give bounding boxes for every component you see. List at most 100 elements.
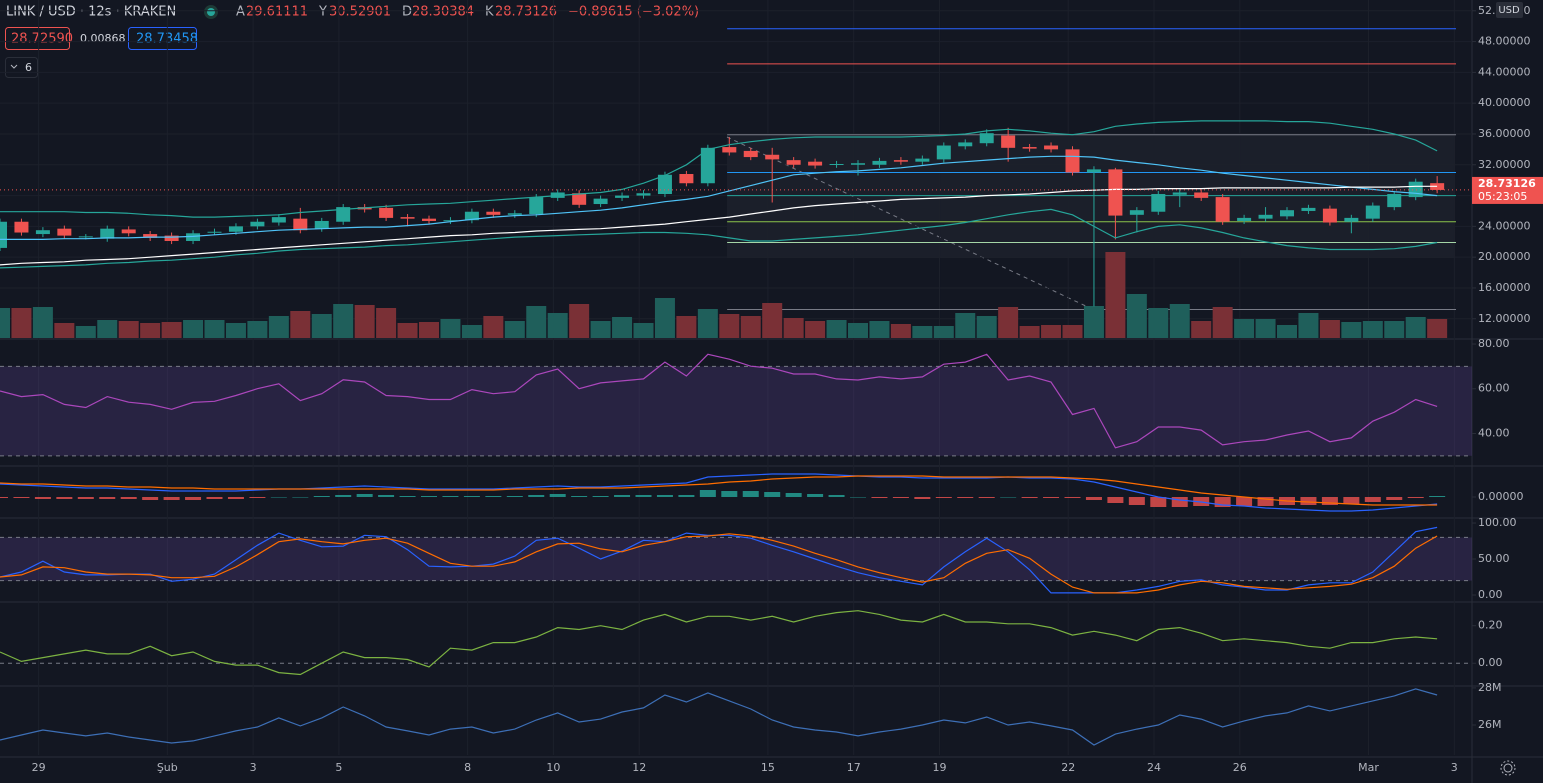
x-tick-label: 12 <box>632 761 646 774</box>
candle-body <box>593 198 608 205</box>
candle-body <box>743 150 758 158</box>
ohlc: A 29.61111 Y 30.52901 D 28.30384 K 28.73126 <box>236 5 557 20</box>
volume-bar <box>826 320 847 338</box>
histogram-bar <box>206 497 223 499</box>
candle-body <box>979 133 994 144</box>
ohlc-key: A <box>236 5 245 20</box>
volume-bar <box>654 298 675 338</box>
volume-bar <box>547 313 568 338</box>
volume-bar <box>869 321 890 338</box>
histogram-bar <box>742 491 759 497</box>
volume-bar <box>311 314 332 338</box>
bid-box[interactable] <box>5 27 70 50</box>
volume-bar <box>397 323 418 338</box>
y-tick-label: 16.00000 <box>1478 281 1531 294</box>
candle-body <box>808 161 823 166</box>
indicators-count: 6 <box>25 61 32 74</box>
candle-body <box>100 228 115 239</box>
candle-body <box>722 147 737 153</box>
status-dot[interactable] <box>207 8 215 16</box>
volume-bar <box>140 323 161 338</box>
series-line <box>0 688 1438 746</box>
histogram-bar <box>34 497 51 499</box>
volume-bar <box>1041 325 1062 338</box>
x-tick-label: 10 <box>546 761 560 774</box>
histogram-bar <box>77 497 94 499</box>
x-tick-label: 8 <box>464 761 471 774</box>
histogram-bar <box>227 497 244 499</box>
histogram-bar <box>1021 497 1038 498</box>
candle-body <box>829 163 844 165</box>
volume-bar <box>676 316 697 338</box>
y-tick-label: 0.00 <box>1478 656 1503 669</box>
volume-bar <box>955 313 976 338</box>
volume-bar <box>1427 319 1448 338</box>
histogram-bar <box>421 496 437 497</box>
histogram-bar <box>592 496 609 497</box>
volume-bar <box>612 317 633 338</box>
currency-box[interactable] <box>1496 2 1523 18</box>
histogram-bar <box>978 497 995 498</box>
volume-bar <box>1019 326 1040 338</box>
candle-body <box>1280 210 1294 217</box>
x-tick-label: 19 <box>933 761 947 774</box>
candle-body <box>572 193 587 205</box>
candle-body <box>1258 214 1273 219</box>
ask-box[interactable] <box>128 27 197 50</box>
y-tick-label: 50.00 <box>1478 552 1510 565</box>
y-tick-label: 40.00000 <box>1478 96 1531 109</box>
x-tick-label: 15 <box>761 761 775 774</box>
volume-bar <box>805 321 826 338</box>
y-tick-label: 0.00 <box>1478 588 1503 601</box>
settings-icon[interactable] <box>1500 760 1516 776</box>
candle-body <box>1086 169 1101 173</box>
candle-body <box>228 226 243 232</box>
volume-bar <box>1405 317 1426 338</box>
level-band <box>0 537 1472 581</box>
candle-body <box>615 195 630 198</box>
volume-bar <box>118 321 139 338</box>
candle-body <box>765 154 780 160</box>
histogram-bar <box>99 497 116 499</box>
y-tick-label: 60.00 <box>1478 382 1510 395</box>
volume-bar <box>526 306 547 338</box>
ohlc-key: Y <box>318 5 327 20</box>
histogram-bar <box>292 497 309 498</box>
histogram-bar <box>356 494 373 497</box>
candle-body <box>379 207 394 218</box>
ohlc-value: 30.52901 <box>329 5 391 20</box>
histogram-bar <box>785 493 802 497</box>
candle-body <box>486 211 501 215</box>
x-tick-label: Mar <box>1358 761 1379 774</box>
volume-bar <box>225 323 246 338</box>
histogram-bar <box>571 496 588 497</box>
volume-bar <box>762 303 783 338</box>
candle-body <box>14 221 29 233</box>
histogram-bar <box>1236 497 1253 506</box>
y-tick-label: 26M <box>1478 718 1502 731</box>
histogram-bar <box>850 497 866 498</box>
y-tick-label: 40.00 <box>1478 426 1510 439</box>
x-tick-label: 29 <box>32 761 46 774</box>
ohlc-key: D <box>402 5 412 20</box>
indicators-toggle[interactable] <box>5 57 38 78</box>
volume-bar <box>1234 319 1255 338</box>
histogram-bar <box>549 494 566 497</box>
histogram-bar <box>1407 497 1424 498</box>
candle-body <box>293 218 308 231</box>
candle-body <box>400 217 415 219</box>
candle-body <box>958 142 973 147</box>
candle-body <box>143 234 158 238</box>
volume-bar <box>1277 325 1297 338</box>
bid: 28.72590 <box>11 32 73 47</box>
volume-bar <box>1169 304 1190 338</box>
last-price: 28.73126 <box>1478 177 1536 190</box>
volume-bar <box>354 305 375 338</box>
y-tick-label: 28M <box>1478 681 1502 694</box>
histogram-bar <box>463 496 480 497</box>
x-tick-label: 22 <box>1061 761 1075 774</box>
histogram-bar <box>1150 497 1167 507</box>
volume-bar <box>740 316 761 338</box>
histogram-bar <box>1085 497 1102 500</box>
